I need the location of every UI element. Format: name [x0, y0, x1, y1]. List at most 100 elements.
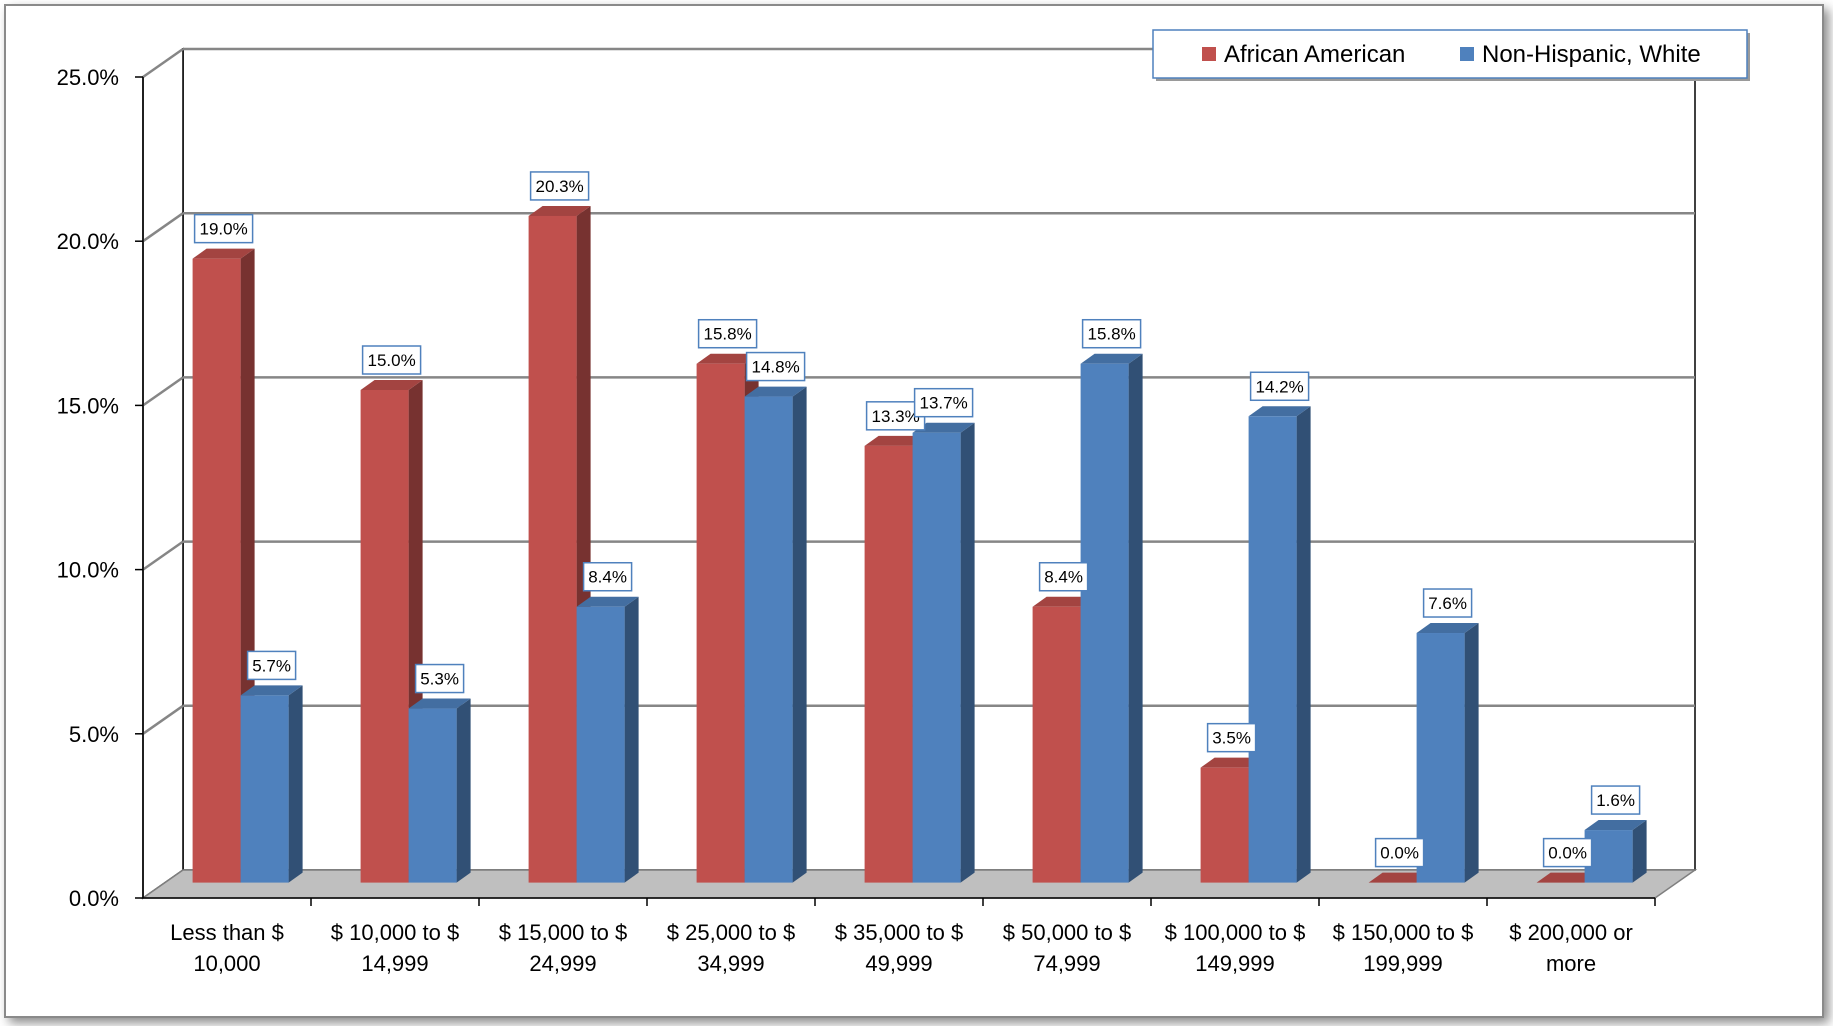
- gridline-side: [142, 540, 184, 571]
- data-label-box: [1081, 318, 1142, 349]
- data-label: 7.6%: [1422, 588, 1473, 618]
- data-label: 15.8%: [697, 318, 758, 349]
- bar-side: [960, 422, 975, 883]
- bar-side: [1128, 353, 1143, 883]
- data-label-text: 7.6%: [1428, 594, 1467, 613]
- bar: [744, 386, 807, 883]
- bar-top: [744, 386, 807, 397]
- data-label-text: 1.6%: [1596, 791, 1635, 810]
- x-category-label: $ 25,000 to $: [667, 920, 795, 945]
- data-label-box: [582, 561, 633, 592]
- data-label: 1.6%: [1590, 785, 1641, 815]
- data-label: 13.7%: [913, 387, 974, 418]
- x-category-label: $ 35,000 to $: [835, 920, 963, 945]
- bar-front: [744, 396, 793, 883]
- data-label: 0.0%: [1374, 837, 1425, 868]
- data-label-box: [246, 650, 297, 681]
- bar-top: [192, 248, 255, 259]
- data-label-text: 8.4%: [588, 568, 627, 587]
- data-label-text: 15.8%: [1087, 325, 1135, 344]
- bar-top: [528, 205, 591, 216]
- bar-side: [456, 698, 471, 883]
- data-label-text: 19.0%: [199, 220, 247, 239]
- gridline-side: [142, 704, 184, 735]
- data-label-box: [361, 345, 422, 375]
- x-category-label: 149,999: [1195, 951, 1275, 976]
- y-tick-label: 25.0%: [57, 65, 119, 90]
- data-label-text: 8.4%: [1044, 568, 1083, 587]
- data-label-box: [1542, 837, 1593, 868]
- bar-front: [528, 215, 577, 883]
- axes: [135, 76, 1656, 906]
- bar-top: [912, 422, 975, 433]
- bar-front: [864, 445, 913, 883]
- data-label-box: [1249, 371, 1310, 402]
- data-label: 8.4%: [582, 561, 633, 592]
- bar: [576, 596, 639, 883]
- data-label-text: 14.8%: [751, 358, 799, 377]
- x-category-label: 34,999: [697, 951, 764, 976]
- legend-swatch: [1202, 47, 1216, 61]
- data-label-text: 0.0%: [1380, 844, 1419, 863]
- data-label-box: [1038, 561, 1089, 592]
- x-category-label: $ 200,000 or: [1509, 920, 1633, 945]
- x-category-label: more: [1546, 951, 1596, 976]
- data-label: 8.4%: [1038, 561, 1089, 592]
- data-label-text: 14.2%: [1255, 377, 1303, 396]
- data-label-box: [1206, 722, 1257, 753]
- data-label-text: 20.3%: [535, 177, 583, 196]
- bar-front: [1032, 606, 1081, 883]
- bar-front: [1584, 830, 1633, 883]
- data-label-text: 3.5%: [1212, 729, 1251, 748]
- data-label-box: [193, 213, 254, 244]
- data-label: 5.3%: [414, 663, 465, 694]
- bar-side: [288, 685, 303, 883]
- bar-top: [864, 435, 927, 446]
- bar: [360, 380, 423, 883]
- bar-top: [1080, 353, 1143, 364]
- y-tick-labels: 0.0% 5.0% 10.0% 15.0% 20.0% 25.0%: [57, 65, 119, 911]
- side-wall: [142, 47, 184, 900]
- y-tick-label: 15.0%: [57, 393, 119, 418]
- data-label: 14.8%: [745, 351, 806, 382]
- bar-top: [360, 380, 423, 390]
- data-label: 20.3%: [529, 171, 590, 201]
- bar-front: [912, 432, 961, 883]
- bar: [1248, 406, 1311, 883]
- bar: [192, 248, 255, 883]
- data-label-text: 0.0%: [1548, 844, 1587, 863]
- bar-front: [1416, 633, 1465, 883]
- legend-label: African American: [1224, 41, 1405, 68]
- x-category-label: $ 10,000 to $: [331, 920, 459, 945]
- x-category-label: $ 100,000 to $: [1165, 920, 1306, 945]
- data-label: 0.0%: [1542, 837, 1593, 868]
- data-label-text: 15.0%: [367, 351, 415, 370]
- bar-top: [1368, 872, 1431, 883]
- bar-top: [1032, 596, 1095, 607]
- data-label-text: 13.3%: [871, 407, 919, 426]
- bar-top: [696, 353, 759, 364]
- bar: [912, 422, 975, 883]
- legend-label: Non-Hispanic, White: [1482, 41, 1701, 68]
- y-tick-label: 10.0%: [57, 558, 119, 583]
- legend: African American Non-Hispanic, White: [1152, 29, 1750, 81]
- data-label-box: [529, 171, 590, 201]
- bar-top: [1584, 820, 1647, 831]
- bar: [240, 685, 303, 883]
- bar-front: [576, 606, 625, 883]
- bar-top: [240, 685, 303, 696]
- data-label-box: [745, 351, 806, 382]
- y-tick-label: 5.0%: [69, 722, 119, 747]
- legend-box: [1152, 29, 1748, 79]
- bar-top: [576, 596, 639, 607]
- bar: [1080, 353, 1143, 883]
- bar-top: [1200, 757, 1263, 768]
- bar-front: [696, 363, 745, 883]
- data-labels: 19.0%5.7%15.0%5.3%20.3%8.4%15.8%14.8%13.…: [193, 171, 1641, 868]
- x-category-label: $ 15,000 to $: [499, 920, 627, 945]
- x-category-label: 14,999: [361, 951, 428, 976]
- data-label-text: 5.3%: [420, 670, 459, 689]
- bar-front: [1080, 363, 1129, 883]
- bar-top: [408, 698, 471, 709]
